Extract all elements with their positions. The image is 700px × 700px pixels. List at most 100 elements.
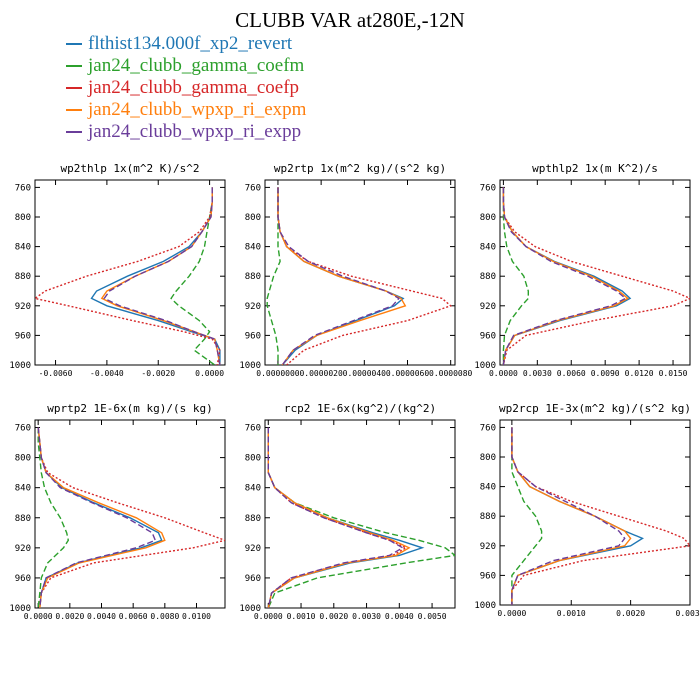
x-tick-label: 0.0020	[616, 609, 645, 618]
y-tick-label: 960	[480, 571, 496, 581]
panel-title: wp2thlp 1x(m^2 K)/s^2	[60, 162, 199, 175]
y-tick-label: 800	[245, 454, 261, 464]
legend-label: jan24_clubb_wpxp_ri_expp	[88, 121, 302, 142]
y-tick-label: 760	[15, 424, 31, 434]
x-tick-label: 0.0100	[182, 612, 211, 621]
series-line	[267, 427, 411, 608]
series-line	[277, 187, 453, 365]
panel-title: wpthlp2 1x(m K^2)/s	[532, 162, 658, 175]
legend-item: jan24_clubb_wpxp_ri_expm	[66, 99, 306, 121]
y-tick-label: 1000	[239, 361, 261, 371]
legend-label: flthist134.000f_xp2_revert	[88, 33, 293, 54]
series-line	[35, 187, 221, 365]
panel-title: wprtp2 1E-6x(m kg)/(s kg)	[47, 402, 213, 415]
panel-title: rcp2 1E-6x(kg^2)/(kg^2)	[284, 402, 436, 415]
y-tick-label: 840	[245, 484, 261, 494]
plot-frame	[499, 179, 691, 366]
x-tick-label: 0.0030	[352, 612, 381, 621]
series-line	[502, 187, 529, 365]
y-tick-label: 880	[480, 512, 496, 522]
series-line	[511, 427, 543, 605]
y-tick-label: 1000	[474, 361, 496, 371]
plot-frame	[34, 419, 226, 609]
x-tick-label: 0.0040	[385, 612, 414, 621]
x-tick-label: 0.0120	[625, 369, 654, 378]
x-tick-label: 0.0000040	[343, 369, 387, 378]
y-tick-label: 920	[245, 544, 261, 554]
y-tick-label: 800	[480, 453, 496, 463]
panel-title: wp2rcp 1E-3x(m^2 kg)/(s^2 kg)	[499, 402, 691, 415]
legend-swatch	[66, 43, 82, 45]
legend-label: jan24_clubb_gamma_coefp	[88, 77, 300, 98]
series-line	[277, 187, 400, 365]
plot-frame	[499, 419, 691, 606]
y-tick-label: 800	[480, 213, 496, 223]
series-line	[37, 427, 70, 608]
x-tick-label: 0.0020	[319, 612, 348, 621]
x-tick-label: -0.0060	[39, 369, 73, 378]
series-line	[100, 187, 221, 365]
x-tick-label: 0.0030	[676, 609, 700, 618]
y-tick-label: 880	[480, 272, 496, 282]
y-tick-label: 960	[245, 331, 261, 341]
series-line	[37, 427, 163, 608]
x-tick-label: 0.0060	[119, 612, 148, 621]
x-tick-label: 0.0060	[557, 369, 586, 378]
y-tick-label: 1000	[9, 361, 31, 371]
y-tick-label: 1000	[9, 604, 31, 614]
x-tick-label: 0.0020	[55, 612, 84, 621]
x-tick-label: 0.0090	[591, 369, 620, 378]
legend-swatch	[66, 65, 82, 67]
legend: flthist134.000f_xp2_revert jan24_clubb_g…	[66, 33, 306, 143]
y-tick-label: 800	[15, 454, 31, 464]
x-tick-label: 0.0080	[150, 612, 179, 621]
legend-item: flthist134.000f_xp2_revert	[66, 33, 306, 55]
panel-title: wp2rtp 1x(m^2 kg)/(s^2 kg)	[274, 162, 446, 175]
y-tick-label: 920	[480, 542, 496, 552]
chart-panel: wprtp2 1E-6x(m kg)/(s kg) 760 800 840 880 920…	[9, 402, 226, 621]
x-tick-label: 0.0000060	[386, 369, 430, 378]
y-tick-label: 840	[480, 483, 496, 493]
x-tick-label: 0.0040	[87, 612, 116, 621]
x-tick-label: 0.0030	[523, 369, 552, 378]
y-tick-label: 760	[245, 183, 261, 193]
y-tick-label: 920	[15, 302, 31, 312]
legend-label: jan24_clubb_wpxp_ri_expm	[88, 99, 307, 120]
y-tick-label: 1000	[474, 601, 496, 611]
series-line	[37, 427, 225, 608]
legend-swatch	[66, 87, 82, 89]
legend-item: jan24_clubb_gamma_coefm	[66, 55, 306, 77]
y-tick-label: 960	[245, 574, 261, 584]
y-tick-label: 920	[15, 544, 31, 554]
x-tick-label: 0.0000	[254, 612, 283, 621]
y-tick-label: 760	[480, 423, 496, 433]
y-tick-label: 760	[15, 183, 31, 193]
x-tick-label: 0.0010	[557, 609, 586, 618]
series-line	[267, 427, 405, 608]
x-tick-label: 0.0000	[489, 369, 518, 378]
series-line	[502, 187, 627, 365]
series-line	[90, 187, 221, 365]
y-tick-label: 960	[480, 331, 496, 341]
y-tick-label: 880	[245, 272, 261, 282]
series-line	[511, 427, 645, 605]
plot-frame	[264, 179, 456, 366]
series-line	[267, 427, 425, 608]
series-line	[37, 427, 157, 608]
series-line	[267, 427, 455, 608]
y-tick-label: 800	[15, 213, 31, 223]
y-tick-label: 760	[480, 183, 496, 193]
x-tick-label: 0.0000	[497, 609, 526, 618]
y-tick-label: 960	[15, 574, 31, 584]
y-tick-label: 840	[480, 243, 496, 253]
y-tick-label: 880	[15, 272, 31, 282]
figure-title: CLUBB VAR at280E,-12N	[235, 8, 465, 32]
series-line	[502, 187, 690, 365]
y-tick-label: 880	[245, 514, 261, 524]
x-tick-label: 0.0150	[659, 369, 688, 378]
x-tick-label: 0.0000	[24, 612, 53, 621]
series-line	[170, 187, 216, 365]
y-tick-label: 840	[245, 243, 261, 253]
chart-panel: wp2thlp 1x(m^2 K)/s^2 760 800 840 880 920 960 1…	[9, 162, 226, 378]
